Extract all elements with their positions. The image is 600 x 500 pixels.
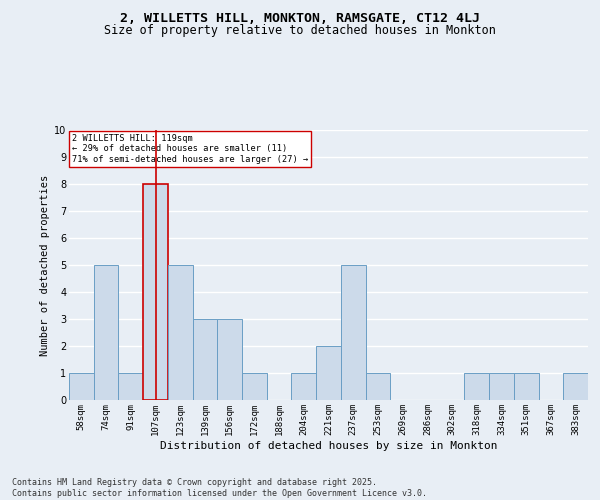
Bar bbox=[316, 346, 341, 400]
Bar bbox=[489, 373, 514, 400]
Bar bbox=[94, 265, 118, 400]
Bar bbox=[365, 373, 390, 400]
Bar bbox=[69, 373, 94, 400]
Bar bbox=[242, 373, 267, 400]
Bar bbox=[193, 319, 217, 400]
Text: 2 WILLETTS HILL: 119sqm
← 29% of detached houses are smaller (11)
71% of semi-de: 2 WILLETTS HILL: 119sqm ← 29% of detache… bbox=[71, 134, 308, 164]
Text: Contains HM Land Registry data © Crown copyright and database right 2025.
Contai: Contains HM Land Registry data © Crown c… bbox=[12, 478, 427, 498]
Bar bbox=[341, 265, 365, 400]
Bar bbox=[292, 373, 316, 400]
X-axis label: Distribution of detached houses by size in Monkton: Distribution of detached houses by size … bbox=[160, 440, 497, 450]
Bar bbox=[514, 373, 539, 400]
Text: Size of property relative to detached houses in Monkton: Size of property relative to detached ho… bbox=[104, 24, 496, 37]
Bar bbox=[143, 184, 168, 400]
Y-axis label: Number of detached properties: Number of detached properties bbox=[40, 174, 50, 356]
Bar bbox=[563, 373, 588, 400]
Bar bbox=[168, 265, 193, 400]
Text: 2, WILLETTS HILL, MONKTON, RAMSGATE, CT12 4LJ: 2, WILLETTS HILL, MONKTON, RAMSGATE, CT1… bbox=[120, 12, 480, 26]
Bar bbox=[118, 373, 143, 400]
Bar bbox=[464, 373, 489, 400]
Bar bbox=[217, 319, 242, 400]
